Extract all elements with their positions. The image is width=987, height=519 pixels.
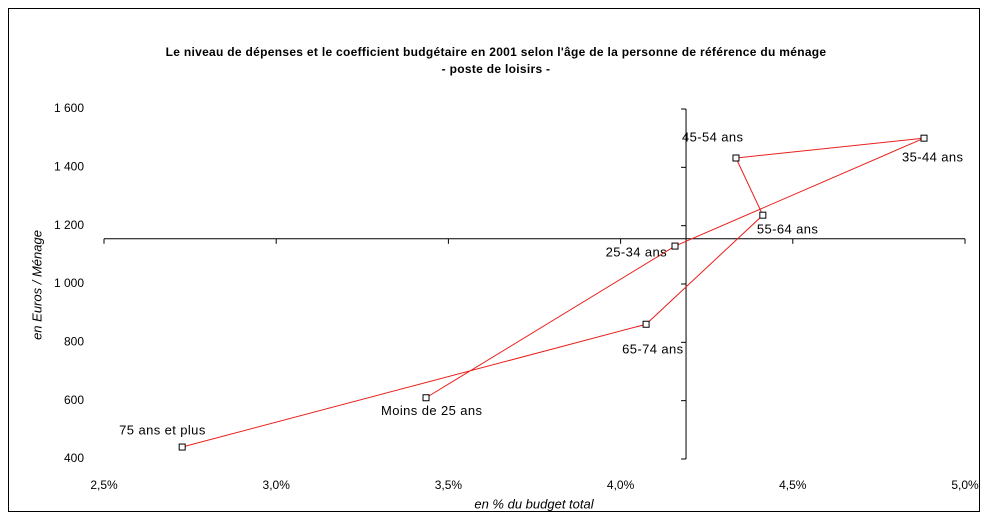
marker <box>178 443 186 451</box>
y-tick-label: 1 600 <box>54 101 84 115</box>
y-tick-label: 600 <box>64 393 84 407</box>
chart-frame <box>8 8 980 512</box>
y-tick-label: 1 200 <box>54 218 84 232</box>
x-axis-label: en % du budget total <box>474 496 594 511</box>
y-tick-label: 1 400 <box>54 160 84 174</box>
chart-subtitle: - poste de loisirs - <box>442 62 551 76</box>
marker <box>920 134 928 142</box>
point-label: 35-44 ans <box>902 150 964 165</box>
y-tick-label: 1 000 <box>54 276 84 290</box>
point-label: 45-54 ans <box>682 129 744 144</box>
y-tick-label: 400 <box>64 451 84 465</box>
marker <box>732 154 740 162</box>
point-label: Moins de 25 ans <box>381 403 482 418</box>
y-axis-label: en Euros / Ménage <box>29 230 44 340</box>
y-tick-label: 800 <box>64 335 84 349</box>
point-label: 75 ans et plus <box>119 422 206 437</box>
x-tick-label: 5,0% <box>951 478 979 492</box>
x-tick-label: 3,0% <box>263 478 291 492</box>
marker <box>671 242 679 250</box>
chart-title: Le niveau de dépenses et le coefficient … <box>166 45 827 59</box>
point-label: 25-34 ans <box>606 245 668 260</box>
marker <box>422 394 430 402</box>
x-tick-label: 2,5% <box>90 478 118 492</box>
marker <box>759 211 767 219</box>
point-label: 55-64 ans <box>757 222 819 237</box>
marker <box>642 320 650 328</box>
point-label: 65-74 ans <box>622 342 684 357</box>
x-tick-label: 4,5% <box>779 478 807 492</box>
x-tick-label: 3,5% <box>435 478 463 492</box>
x-tick-label: 4,0% <box>607 478 635 492</box>
